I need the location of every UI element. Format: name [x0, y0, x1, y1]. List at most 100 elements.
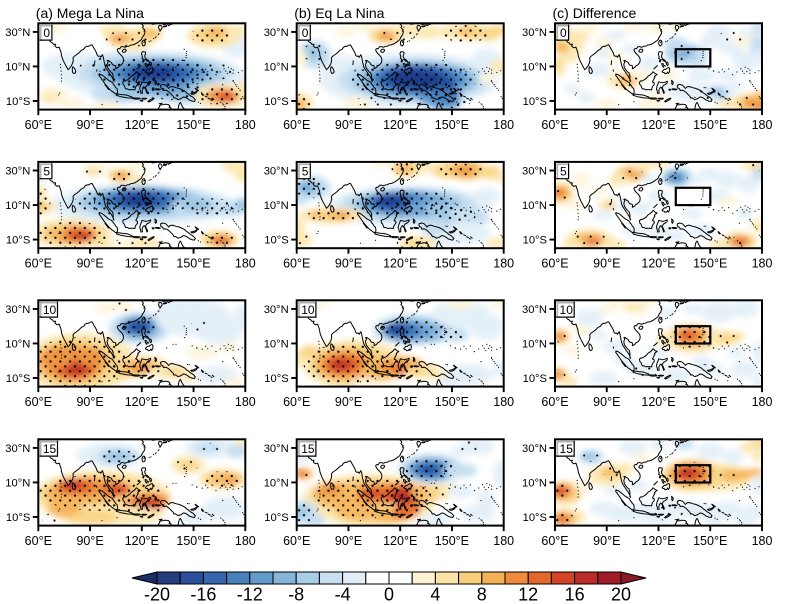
- svg-text:5: 5: [43, 165, 50, 179]
- svg-text:30°N: 30°N: [5, 27, 30, 39]
- svg-text:120°E: 120°E: [641, 395, 675, 409]
- svg-text:10°N: 10°N: [5, 62, 30, 74]
- svg-text:(c) Difference: (c) Difference: [553, 5, 637, 21]
- svg-text:150°E: 150°E: [435, 534, 469, 548]
- svg-text:120°E: 120°E: [383, 395, 417, 409]
- svg-text:90°E: 90°E: [76, 395, 103, 409]
- svg-text:60°E: 60°E: [283, 534, 310, 548]
- svg-text:150°E: 150°E: [435, 118, 469, 132]
- svg-text:10°N: 10°N: [264, 339, 289, 351]
- svg-text:180: 180: [235, 534, 256, 548]
- svg-text:-4: -4: [335, 585, 351, 604]
- svg-text:4: 4: [430, 585, 440, 604]
- svg-text:10°S: 10°S: [6, 512, 30, 524]
- svg-text:180: 180: [493, 395, 514, 409]
- svg-text:120°E: 120°E: [383, 118, 417, 132]
- svg-text:150°E: 150°E: [693, 257, 727, 271]
- svg-text:60°E: 60°E: [25, 534, 52, 548]
- svg-text:10: 10: [560, 303, 574, 317]
- svg-text:150°E: 150°E: [693, 534, 727, 548]
- svg-text:30°N: 30°N: [264, 166, 289, 178]
- svg-text:120°E: 120°E: [383, 534, 417, 548]
- svg-text:60°E: 60°E: [283, 257, 310, 271]
- svg-text:-20: -20: [144, 585, 170, 604]
- svg-text:90°E: 90°E: [335, 534, 362, 548]
- svg-text:30°N: 30°N: [264, 27, 289, 39]
- svg-text:60°E: 60°E: [25, 395, 52, 409]
- svg-text:10°N: 10°N: [264, 478, 289, 490]
- svg-text:10°S: 10°S: [264, 373, 288, 385]
- svg-text:10°S: 10°S: [523, 235, 547, 247]
- svg-text:10°N: 10°N: [264, 62, 289, 74]
- svg-text:180: 180: [752, 534, 773, 548]
- svg-text:16: 16: [565, 585, 585, 604]
- svg-text:90°E: 90°E: [335, 395, 362, 409]
- svg-text:150°E: 150°E: [176, 395, 210, 409]
- svg-text:8: 8: [477, 585, 487, 604]
- svg-text:30°N: 30°N: [5, 443, 30, 455]
- svg-text:150°E: 150°E: [176, 257, 210, 271]
- svg-text:5: 5: [560, 165, 567, 179]
- svg-text:30°N: 30°N: [522, 166, 547, 178]
- svg-text:10°S: 10°S: [523, 512, 547, 524]
- svg-text:180: 180: [752, 257, 773, 271]
- svg-text:90°E: 90°E: [593, 395, 620, 409]
- svg-text:-16: -16: [190, 585, 216, 604]
- svg-text:15: 15: [560, 442, 574, 456]
- svg-text:0: 0: [302, 26, 309, 40]
- svg-text:120°E: 120°E: [125, 534, 159, 548]
- svg-text:30°N: 30°N: [264, 304, 289, 316]
- svg-text:10°S: 10°S: [264, 512, 288, 524]
- svg-text:90°E: 90°E: [76, 118, 103, 132]
- svg-text:150°E: 150°E: [176, 118, 210, 132]
- svg-text:180: 180: [235, 257, 256, 271]
- svg-text:10°S: 10°S: [523, 373, 547, 385]
- svg-text:150°E: 150°E: [176, 534, 210, 548]
- svg-text:120°E: 120°E: [383, 257, 417, 271]
- svg-text:90°E: 90°E: [593, 257, 620, 271]
- svg-text:30°N: 30°N: [522, 443, 547, 455]
- svg-text:15: 15: [301, 442, 315, 456]
- svg-text:(a) Mega La Nina: (a) Mega La Nina: [36, 5, 144, 21]
- svg-text:10°N: 10°N: [522, 339, 547, 351]
- svg-text:180: 180: [235, 118, 256, 132]
- svg-text:10°S: 10°S: [6, 373, 30, 385]
- svg-text:180: 180: [752, 395, 773, 409]
- svg-text:60°E: 60°E: [283, 118, 310, 132]
- svg-text:30°N: 30°N: [264, 443, 289, 455]
- svg-text:12: 12: [518, 585, 538, 604]
- svg-text:10°S: 10°S: [264, 235, 288, 247]
- svg-text:10: 10: [43, 303, 57, 317]
- svg-text:90°E: 90°E: [335, 118, 362, 132]
- svg-text:120°E: 120°E: [641, 118, 675, 132]
- svg-text:60°E: 60°E: [283, 395, 310, 409]
- svg-text:10°N: 10°N: [522, 62, 547, 74]
- svg-text:5: 5: [302, 165, 309, 179]
- svg-text:120°E: 120°E: [125, 395, 159, 409]
- svg-text:10°N: 10°N: [5, 478, 30, 490]
- svg-text:90°E: 90°E: [76, 534, 103, 548]
- svg-text:0: 0: [43, 26, 50, 40]
- svg-text:60°E: 60°E: [25, 118, 52, 132]
- svg-text:60°E: 60°E: [541, 118, 568, 132]
- svg-text:-12: -12: [237, 585, 263, 604]
- svg-text:30°N: 30°N: [522, 27, 547, 39]
- svg-text:0: 0: [384, 585, 394, 604]
- svg-text:10°N: 10°N: [522, 200, 547, 212]
- svg-text:60°E: 60°E: [541, 534, 568, 548]
- svg-text:20: 20: [611, 585, 631, 604]
- svg-text:150°E: 150°E: [693, 118, 727, 132]
- svg-text:180: 180: [493, 118, 514, 132]
- svg-text:120°E: 120°E: [125, 257, 159, 271]
- svg-text:60°E: 60°E: [541, 395, 568, 409]
- svg-text:30°N: 30°N: [5, 166, 30, 178]
- svg-text:120°E: 120°E: [641, 534, 675, 548]
- svg-text:180: 180: [235, 395, 256, 409]
- svg-text:30°N: 30°N: [5, 304, 30, 316]
- svg-text:180: 180: [493, 534, 514, 548]
- svg-text:30°N: 30°N: [522, 304, 547, 316]
- svg-text:10°S: 10°S: [523, 96, 547, 108]
- svg-text:60°E: 60°E: [25, 257, 52, 271]
- svg-text:10°S: 10°S: [6, 235, 30, 247]
- svg-text:10°N: 10°N: [522, 478, 547, 490]
